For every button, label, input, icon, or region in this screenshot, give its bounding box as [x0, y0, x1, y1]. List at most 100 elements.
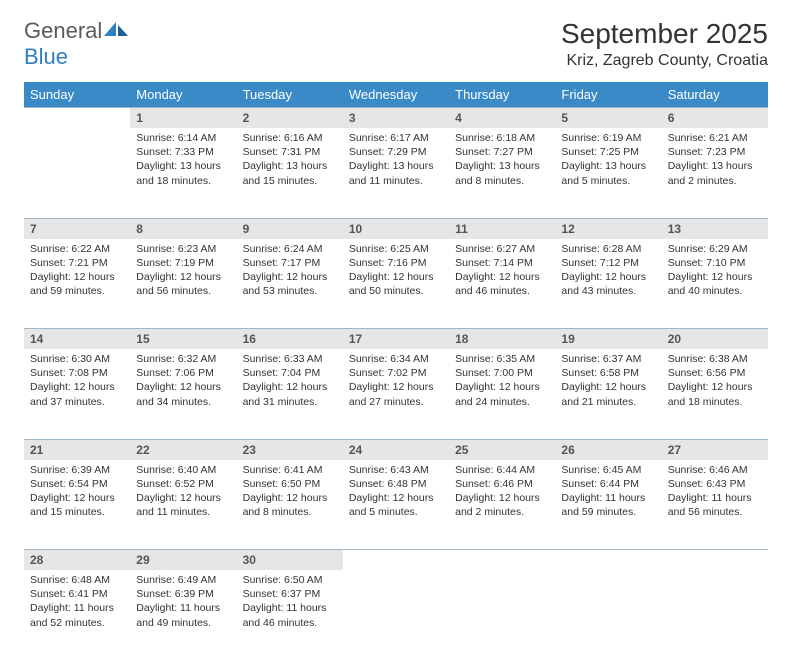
day-number-cell: 13 — [662, 218, 768, 239]
sunset-line: Sunset: 6:48 PM — [349, 477, 443, 491]
weekday-header-row: Sunday Monday Tuesday Wednesday Thursday… — [24, 82, 768, 108]
daylight-line: Daylight: 11 hours and 46 minutes. — [243, 601, 337, 629]
day-content-cell: Sunrise: 6:38 AMSunset: 6:56 PMDaylight:… — [662, 349, 768, 439]
sunset-line: Sunset: 7:17 PM — [243, 256, 337, 270]
logo: General Blue — [24, 18, 130, 70]
day-number-row: 21222324252627 — [24, 439, 768, 460]
daylight-line: Daylight: 13 hours and 11 minutes. — [349, 159, 443, 187]
location: Kriz, Zagreb County, Croatia — [561, 52, 768, 70]
sunrise-line: Sunrise: 6:18 AM — [455, 131, 549, 145]
sunset-line: Sunset: 7:21 PM — [30, 256, 124, 270]
sunrise-line: Sunrise: 6:28 AM — [561, 242, 655, 256]
day-content-cell — [449, 570, 555, 660]
weekday-header: Wednesday — [343, 82, 449, 108]
sunrise-line: Sunrise: 6:22 AM — [30, 242, 124, 256]
sunrise-line: Sunrise: 6:50 AM — [243, 573, 337, 587]
day-content-cell: Sunrise: 6:48 AMSunset: 6:41 PMDaylight:… — [24, 570, 130, 660]
day-content-cell: Sunrise: 6:39 AMSunset: 6:54 PMDaylight:… — [24, 460, 130, 550]
sunrise-line: Sunrise: 6:21 AM — [668, 131, 762, 145]
day-number-cell: 20 — [662, 329, 768, 350]
sunset-line: Sunset: 6:41 PM — [30, 587, 124, 601]
daylight-line: Daylight: 12 hours and 50 minutes. — [349, 270, 443, 298]
day-number-cell: 12 — [555, 218, 661, 239]
sunset-line: Sunset: 7:29 PM — [349, 145, 443, 159]
daylight-line: Daylight: 12 hours and 43 minutes. — [561, 270, 655, 298]
day-content-cell: Sunrise: 6:32 AMSunset: 7:06 PMDaylight:… — [130, 349, 236, 439]
day-content-cell: Sunrise: 6:30 AMSunset: 7:08 PMDaylight:… — [24, 349, 130, 439]
daylight-line: Daylight: 12 hours and 59 minutes. — [30, 270, 124, 298]
sunrise-line: Sunrise: 6:41 AM — [243, 463, 337, 477]
daylight-line: Daylight: 13 hours and 18 minutes. — [136, 159, 230, 187]
daylight-line: Daylight: 12 hours and 2 minutes. — [455, 491, 549, 519]
day-content-cell: Sunrise: 6:37 AMSunset: 6:58 PMDaylight:… — [555, 349, 661, 439]
day-number-cell: 14 — [24, 329, 130, 350]
sunrise-line: Sunrise: 6:25 AM — [349, 242, 443, 256]
daylight-line: Daylight: 11 hours and 52 minutes. — [30, 601, 124, 629]
sunrise-line: Sunrise: 6:43 AM — [349, 463, 443, 477]
day-number-cell: 15 — [130, 329, 236, 350]
day-number-cell: 23 — [237, 439, 343, 460]
day-content-cell: Sunrise: 6:24 AMSunset: 7:17 PMDaylight:… — [237, 239, 343, 329]
sunrise-line: Sunrise: 6:34 AM — [349, 352, 443, 366]
sunset-line: Sunset: 6:39 PM — [136, 587, 230, 601]
day-content-row: Sunrise: 6:14 AMSunset: 7:33 PMDaylight:… — [24, 128, 768, 218]
sunset-line: Sunset: 6:44 PM — [561, 477, 655, 491]
sunrise-line: Sunrise: 6:24 AM — [243, 242, 337, 256]
sunrise-line: Sunrise: 6:23 AM — [136, 242, 230, 256]
day-number-cell: 9 — [237, 218, 343, 239]
sunset-line: Sunset: 7:12 PM — [561, 256, 655, 270]
day-number-row: 78910111213 — [24, 218, 768, 239]
day-content-cell: Sunrise: 6:45 AMSunset: 6:44 PMDaylight:… — [555, 460, 661, 550]
sunset-line: Sunset: 7:14 PM — [455, 256, 549, 270]
daylight-line: Daylight: 12 hours and 46 minutes. — [455, 270, 549, 298]
sunrise-line: Sunrise: 6:14 AM — [136, 131, 230, 145]
sunrise-line: Sunrise: 6:37 AM — [561, 352, 655, 366]
day-content-cell: Sunrise: 6:23 AMSunset: 7:19 PMDaylight:… — [130, 239, 236, 329]
sunset-line: Sunset: 7:23 PM — [668, 145, 762, 159]
day-content-cell: Sunrise: 6:46 AMSunset: 6:43 PMDaylight:… — [662, 460, 768, 550]
logo-sail-icon — [102, 20, 130, 38]
day-number-cell — [449, 550, 555, 571]
weekday-header: Sunday — [24, 82, 130, 108]
daylight-line: Daylight: 12 hours and 56 minutes. — [136, 270, 230, 298]
daylight-line: Daylight: 12 hours and 34 minutes. — [136, 380, 230, 408]
sunset-line: Sunset: 7:31 PM — [243, 145, 337, 159]
day-number-cell: 8 — [130, 218, 236, 239]
day-content-cell: Sunrise: 6:35 AMSunset: 7:00 PMDaylight:… — [449, 349, 555, 439]
daylight-line: Daylight: 13 hours and 8 minutes. — [455, 159, 549, 187]
day-number-cell: 22 — [130, 439, 236, 460]
day-content-cell: Sunrise: 6:22 AMSunset: 7:21 PMDaylight:… — [24, 239, 130, 329]
day-number-cell — [662, 550, 768, 571]
daylight-line: Daylight: 12 hours and 37 minutes. — [30, 380, 124, 408]
logo-text: General Blue — [24, 18, 130, 70]
weekday-header: Thursday — [449, 82, 555, 108]
sunrise-line: Sunrise: 6:40 AM — [136, 463, 230, 477]
sunset-line: Sunset: 7:02 PM — [349, 366, 443, 380]
day-content-cell: Sunrise: 6:40 AMSunset: 6:52 PMDaylight:… — [130, 460, 236, 550]
day-content-cell: Sunrise: 6:44 AMSunset: 6:46 PMDaylight:… — [449, 460, 555, 550]
daylight-line: Daylight: 13 hours and 15 minutes. — [243, 159, 337, 187]
sunset-line: Sunset: 6:46 PM — [455, 477, 549, 491]
sunset-line: Sunset: 6:50 PM — [243, 477, 337, 491]
day-number-cell: 16 — [237, 329, 343, 350]
day-number-cell — [24, 108, 130, 129]
daylight-line: Daylight: 12 hours and 31 minutes. — [243, 380, 337, 408]
sunrise-line: Sunrise: 6:44 AM — [455, 463, 549, 477]
title-block: September 2025 Kriz, Zagreb County, Croa… — [561, 18, 768, 70]
weekday-header: Monday — [130, 82, 236, 108]
day-number-cell: 24 — [343, 439, 449, 460]
daylight-line: Daylight: 12 hours and 24 minutes. — [455, 380, 549, 408]
day-content-row: Sunrise: 6:30 AMSunset: 7:08 PMDaylight:… — [24, 349, 768, 439]
daylight-line: Daylight: 12 hours and 18 minutes. — [668, 380, 762, 408]
day-number-cell: 17 — [343, 329, 449, 350]
day-content-cell: Sunrise: 6:29 AMSunset: 7:10 PMDaylight:… — [662, 239, 768, 329]
sunrise-line: Sunrise: 6:48 AM — [30, 573, 124, 587]
sunrise-line: Sunrise: 6:29 AM — [668, 242, 762, 256]
sunrise-line: Sunrise: 6:46 AM — [668, 463, 762, 477]
sunset-line: Sunset: 7:04 PM — [243, 366, 337, 380]
sunrise-line: Sunrise: 6:49 AM — [136, 573, 230, 587]
sunrise-line: Sunrise: 6:30 AM — [30, 352, 124, 366]
day-content-cell: Sunrise: 6:25 AMSunset: 7:16 PMDaylight:… — [343, 239, 449, 329]
day-number-cell: 6 — [662, 108, 768, 129]
sunrise-line: Sunrise: 6:38 AM — [668, 352, 762, 366]
